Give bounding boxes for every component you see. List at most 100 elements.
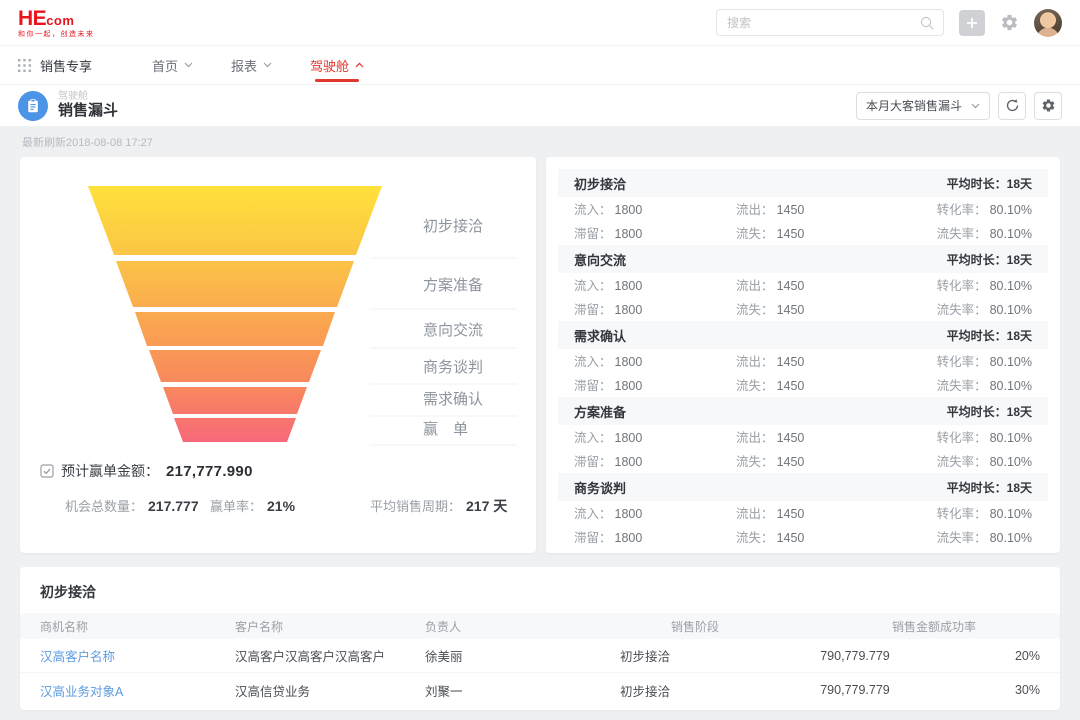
table-header: 商机名称客户名称负责人销售阶段销售金额成功率 [20,613,1060,639]
stage-duration: 平均时长：18天 [947,403,1032,420]
customer-name: 汉高客户汉高客户汉高客户 [235,646,425,665]
global-search[interactable] [716,9,944,36]
metric-value: 1450 [777,203,805,217]
header-settings-button[interactable] [1000,13,1019,32]
active-tab-underline [315,79,359,82]
table-row[interactable]: 汉高客户名称 汉高客户汉高客户汉高客户 徐美丽 初步接洽 790,779.779… [20,639,1060,673]
refresh-button[interactable] [998,92,1026,120]
stage-metrics-row: 滞留：1800 流失：1450 流失率：80.10% [558,373,1048,397]
metric-value: 80.10% [990,279,1032,293]
metric-value: 1450 [777,227,805,241]
funnel-svg [20,157,536,457]
funnel-segment-2[interactable] [116,261,354,307]
brand-logo-primary: HE [18,8,46,29]
stage-metrics-row: 滞留：1800 流失：1450 流失率：80.10% [558,525,1048,549]
expected-amount-row: 预计赢单金额： 217,777.990 [40,461,536,481]
nav-item-cockpit[interactable]: 驾驶舱 [306,46,368,84]
chart-settings-button[interactable] [1034,92,1062,120]
metric-value: 80.10% [990,303,1032,317]
funnel-segment-5[interactable] [163,387,307,414]
dashboard-badge [18,91,48,121]
search-input[interactable] [717,10,943,35]
stage-name: 初步接洽 [574,174,626,193]
opportunity-link[interactable]: 汉高业务对象A [40,681,235,700]
stage-metrics-row: 流入：1800 流出：1450 转化率：80.10% [558,501,1048,525]
metric-value: 1800 [615,455,643,469]
brand-tagline: 和你一起，创造未来 [18,31,95,38]
sales-amount: 790,779.779 [770,649,940,663]
top-header: HE com 和你一起，创造未来 [0,0,1080,46]
workspace-switcher[interactable]: 销售专享 [18,56,92,75]
metric-conversion-rate: 转化率：80.10% [877,275,1032,295]
metric-lost: 流失：1450 [736,375,877,395]
metric-outflow: 流出：1450 [736,427,877,447]
metric-label: 流出： [736,279,774,293]
column-header: 销售阶段 [620,618,770,635]
expected-amount-label: 预计赢单金额： [61,461,159,481]
metric-label: 转化率： [937,507,987,521]
stage-panel-header: 初步接洽 平均时长：18天 [558,169,1048,197]
funnel-stats-row: 机会总数量：217.777 赢单率：21% 平均销售周期：217 天 [65,496,536,516]
stat-value: 217 天 [466,498,507,514]
stage-metrics-row: 滞留：1800 流失：1450 流失率：80.10% [558,221,1048,245]
metric-value: 80.10% [990,379,1032,393]
nav-item-label: 报表 [231,56,257,75]
table-row[interactable]: 汉高业务对象A 汉高信贷业务 刘聚一 初步接洽 790,779.779 30% [20,673,1060,707]
metric-inflow: 流入：1800 [574,351,736,371]
stage-metrics-row: 滞留：1800 流失：1450 流失率：80.10% [558,297,1048,321]
stage-panel: 方案准备 平均时长：18天 流入：1800 流出：1450 转化率：80.10%… [546,397,1060,473]
nav-item-reports[interactable]: 报表 [227,46,276,84]
nav-item-label: 驾驶舱 [310,56,349,75]
metric-value: 1450 [777,531,805,545]
chevron-down-icon [971,103,980,109]
metric-value: 1800 [615,507,643,521]
metric-conversion-rate: 转化率：80.10% [877,199,1032,219]
stage-panel: 需求确认 平均时长：18天 流入：1800 流出：1450 转化率：80.10%… [546,321,1060,397]
funnel-segment-6[interactable] [174,418,296,442]
add-button[interactable] [959,10,985,36]
metric-lost: 流失：1450 [736,527,877,547]
stat-value: 21% [267,498,295,514]
brand-logo[interactable]: HE com 和你一起，创造未来 [18,8,95,38]
metric-loss-rate: 流失率：80.10% [877,451,1032,471]
opportunities-card: 初步接洽 商机名称客户名称负责人销售阶段销售金额成功率 汉高客户名称 汉高客户汉… [20,567,1060,710]
metric-label: 流出： [736,203,774,217]
user-avatar[interactable] [1034,9,1062,37]
metric-value: 1450 [777,507,805,521]
metric-value: 80.10% [990,507,1032,521]
metric-value: 1450 [777,279,805,293]
stage-panel: 意向交流 平均时长：18天 流入：1800 流出：1450 转化率：80.10%… [546,245,1060,321]
stat-label: 机会总数量： [65,499,143,514]
metric-conversion-rate: 转化率：80.10% [877,503,1032,523]
stage-duration-value: 18天 [1007,177,1032,191]
metric-label: 流失率： [937,227,987,241]
funnel-segment-1[interactable] [88,186,382,255]
owner-name: 刘聚一 [425,681,620,700]
gear-icon [1000,13,1019,32]
funnel-segment-4[interactable] [149,350,321,382]
stat-win-rate: 赢单率：21% [210,496,370,516]
sales-stage: 初步接洽 [620,681,770,700]
column-header: 商机名称 [40,618,235,635]
refresh-timestamp: 最新刷新2018-08-08 17:27 [20,126,1060,157]
success-rate: 30% [940,683,1040,697]
stage-panel-header: 商务谈判 平均时长：18天 [558,473,1048,501]
expected-amount-value: 217,777.990 [166,463,253,480]
checkbox-icon[interactable] [40,464,54,478]
funnel-filter-select[interactable]: 本月大客销售漏斗 [856,92,990,120]
metric-value: 1450 [777,379,805,393]
funnel-segment-3[interactable] [135,312,335,346]
metric-label: 流入： [574,507,612,521]
nav-item-home[interactable]: 首页 [148,46,197,84]
metric-value: 1800 [615,203,643,217]
stage-panels-card: 初步接洽 平均时长：18天 流入：1800 流出：1450 转化率：80.10%… [546,157,1060,553]
metric-stagnant: 滞留：1800 [574,527,736,547]
metric-label: 流失： [736,531,774,545]
metric-loss-rate: 流失率：80.10% [877,299,1032,319]
stage-panel-header: 需求确认 平均时长：18天 [558,321,1048,349]
metric-label: 滞留： [574,531,612,545]
opportunity-link[interactable]: 汉高客户名称 [40,646,235,665]
refresh-icon [1005,98,1020,113]
metric-loss-rate: 流失率：80.10% [877,375,1032,395]
stage-name: 商务谈判 [574,478,626,497]
